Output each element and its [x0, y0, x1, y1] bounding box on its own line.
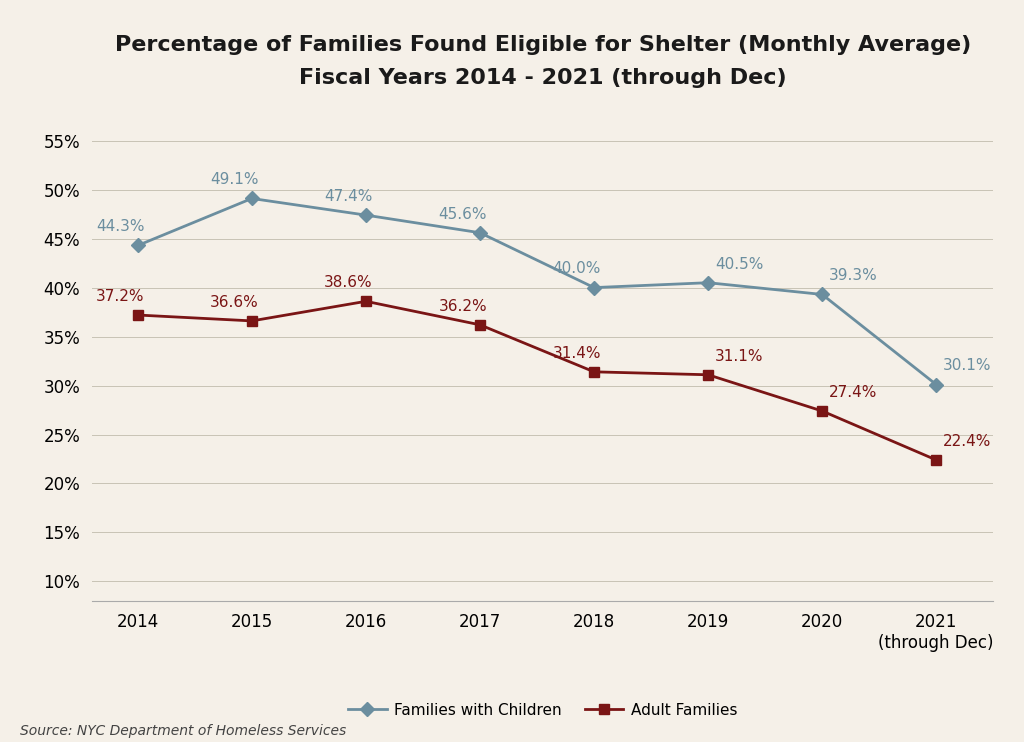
Text: 36.6%: 36.6%	[210, 295, 259, 310]
Adult Families	[816, 407, 828, 416]
Adult Families	[132, 311, 144, 320]
Families with Children	[588, 283, 600, 292]
Families with Children	[359, 211, 372, 220]
Text: 40.0%: 40.0%	[552, 261, 601, 277]
Text: 49.1%: 49.1%	[210, 172, 259, 188]
Text: Source: NYC Department of Homeless Services: Source: NYC Department of Homeless Servi…	[20, 724, 347, 738]
Families with Children	[930, 380, 942, 389]
Adult Families	[588, 367, 600, 376]
Text: 30.1%: 30.1%	[943, 358, 991, 373]
Adult Families	[930, 456, 942, 464]
Text: 40.5%: 40.5%	[715, 257, 764, 272]
Families with Children	[816, 290, 828, 299]
Text: 39.3%: 39.3%	[829, 269, 878, 283]
Adult Families	[702, 370, 715, 379]
Families with Children	[132, 241, 144, 250]
Families with Children	[474, 229, 486, 237]
Title: Percentage of Families Found Eligible for Shelter (Monthly Average)
Fiscal Years: Percentage of Families Found Eligible fo…	[115, 35, 971, 88]
Legend: Families with Children, Adult Families: Families with Children, Adult Families	[342, 697, 743, 724]
Text: 37.2%: 37.2%	[96, 289, 144, 304]
Families with Children	[702, 278, 715, 287]
Text: 22.4%: 22.4%	[943, 434, 991, 449]
Adult Families	[246, 316, 258, 325]
Text: 36.2%: 36.2%	[438, 299, 487, 314]
Text: 31.1%: 31.1%	[715, 349, 764, 364]
Text: 27.4%: 27.4%	[829, 385, 878, 400]
Text: 31.4%: 31.4%	[552, 346, 601, 361]
Adult Families	[359, 297, 372, 306]
Line: Families with Children: Families with Children	[133, 194, 941, 390]
Text: 44.3%: 44.3%	[96, 220, 144, 234]
Line: Adult Families: Adult Families	[133, 297, 941, 464]
Text: 45.6%: 45.6%	[438, 206, 486, 222]
Text: 47.4%: 47.4%	[325, 189, 373, 204]
Families with Children	[246, 194, 258, 203]
Text: 38.6%: 38.6%	[325, 275, 373, 290]
Adult Families	[474, 321, 486, 329]
